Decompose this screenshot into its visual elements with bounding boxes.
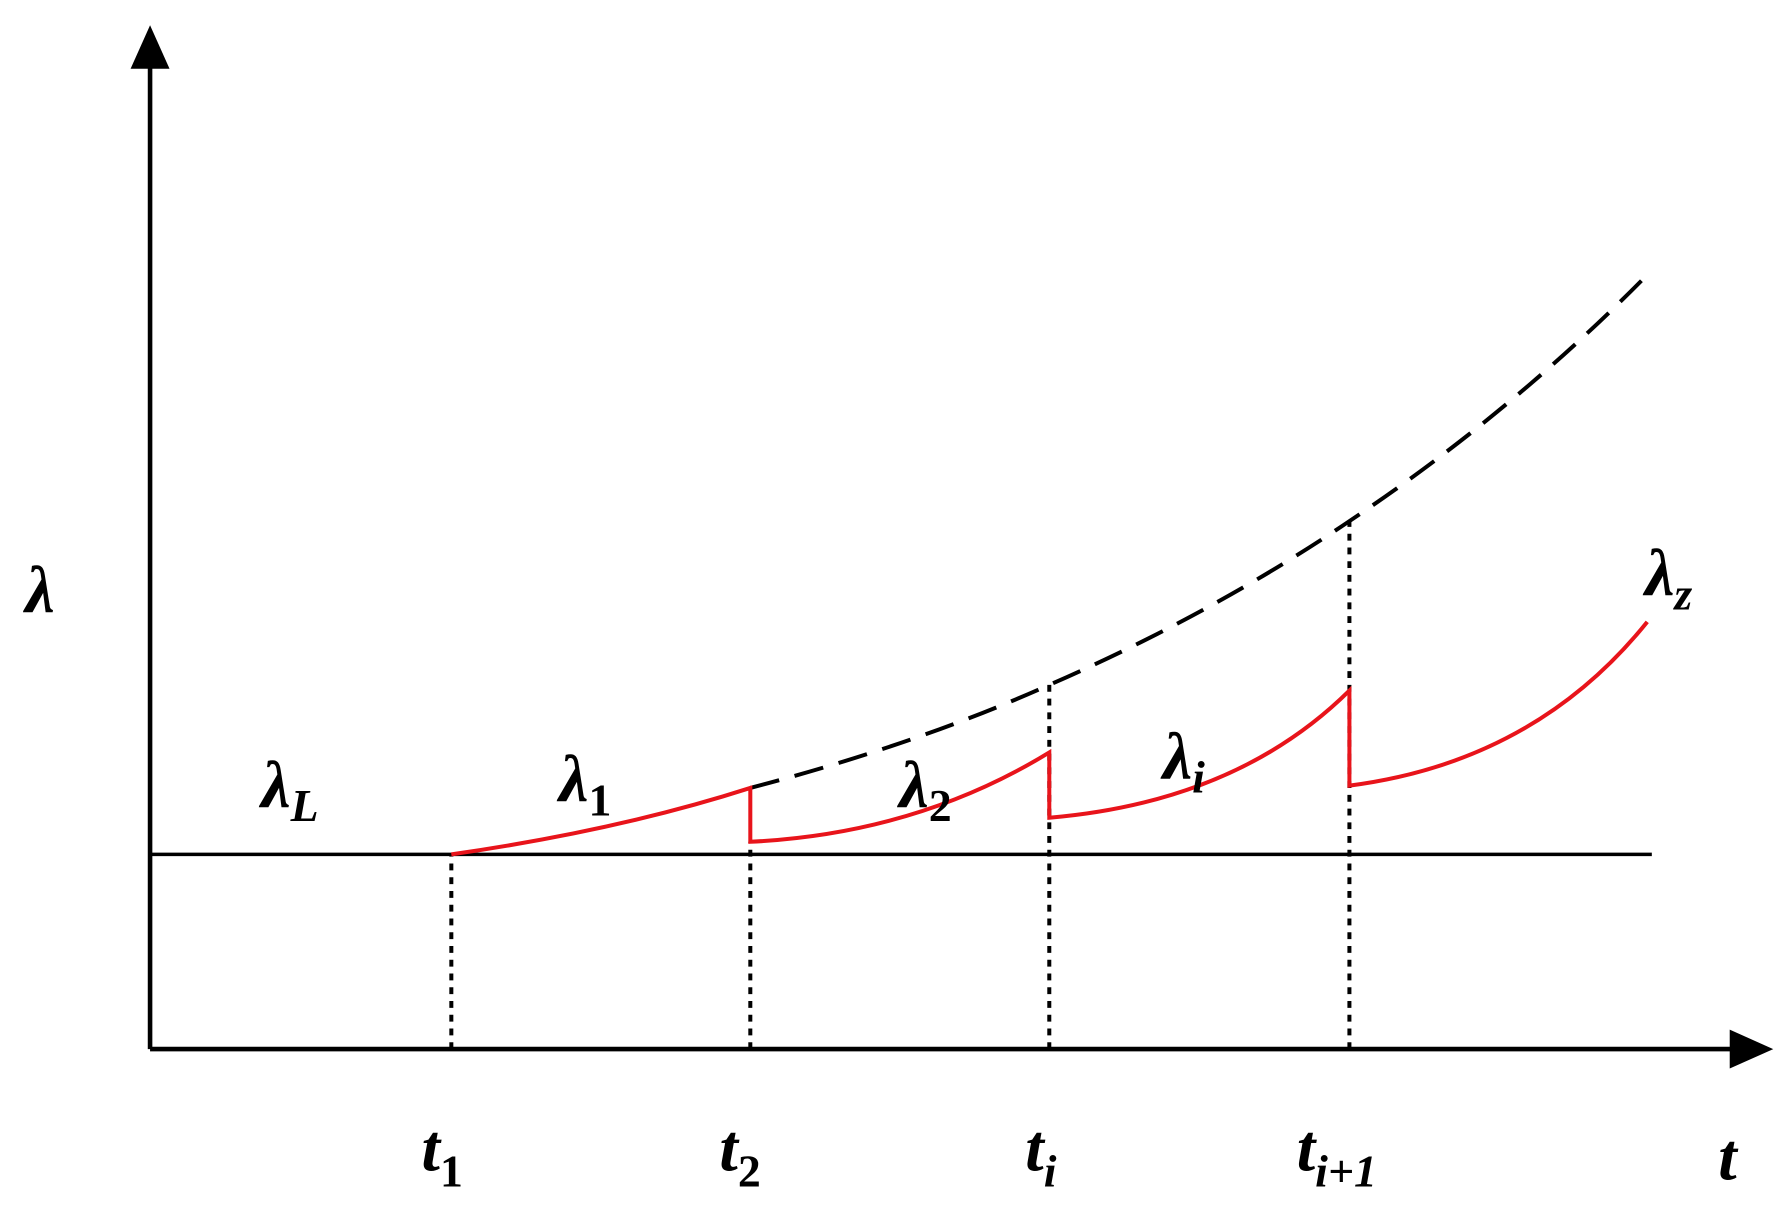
- time-label: t2: [719, 1112, 760, 1196]
- curve-label: λ1: [556, 744, 611, 826]
- time-label: ti+1: [1297, 1112, 1377, 1196]
- time-label: t1: [422, 1112, 463, 1196]
- x-arrow: [1729, 1029, 1774, 1069]
- curve-label: λL: [258, 749, 318, 831]
- curve-label: λ2: [896, 749, 951, 831]
- time-label: ti: [1025, 1112, 1056, 1196]
- y-arrow: [130, 25, 170, 69]
- curve-label: λz: [1642, 538, 1692, 620]
- x-axis-label: t: [1718, 1122, 1739, 1195]
- curve-label: λi: [1160, 721, 1205, 803]
- y-axis-label: λ: [22, 555, 54, 628]
- dashed-envelope: [749, 273, 1649, 790]
- red-curve: [451, 620, 1649, 857]
